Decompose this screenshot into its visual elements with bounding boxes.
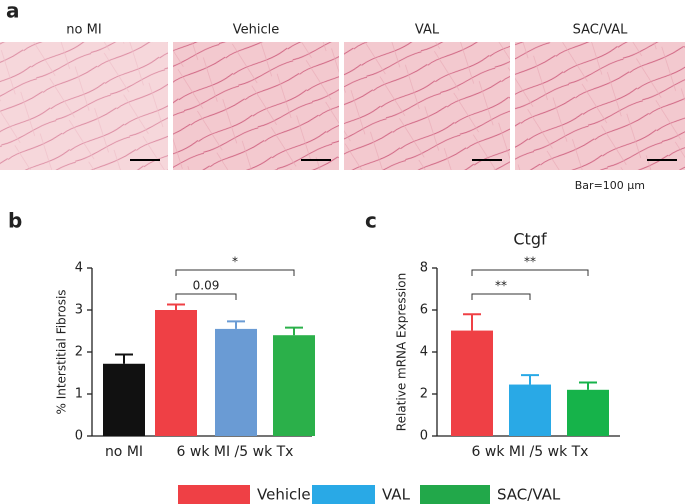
bar xyxy=(155,310,197,436)
legend-label: Vehicle xyxy=(257,486,311,504)
y-tick-label: 8 xyxy=(420,261,428,276)
bar xyxy=(567,389,609,436)
bar xyxy=(215,328,257,436)
y-tick-label: 1 xyxy=(75,387,83,402)
significance-bracket xyxy=(175,293,237,300)
significance-bracket xyxy=(175,269,295,276)
histology-image xyxy=(344,42,510,170)
bar xyxy=(103,363,145,436)
significance-bracket xyxy=(471,293,531,300)
significance-label: ** xyxy=(495,279,507,293)
y-tick-label: 6 xyxy=(420,303,428,318)
y-tick-label: 2 xyxy=(420,387,428,402)
scale-note: Bar=100 μm xyxy=(575,179,645,192)
image-label: SAC/VAL xyxy=(573,23,629,38)
histology-image xyxy=(515,42,685,170)
histology-image xyxy=(173,42,339,170)
chart-title: Ctgf xyxy=(513,230,547,249)
significance-label: 0.09 xyxy=(193,279,220,293)
bar xyxy=(509,384,551,436)
y-tick-label: 2 xyxy=(75,345,83,360)
legend-label: SAC/VAL xyxy=(497,486,561,504)
image-label: no MI xyxy=(66,23,101,38)
image-label: Vehicle xyxy=(233,23,280,38)
significance-label: ** xyxy=(524,255,536,269)
y-axis-label: Relative mRNA Expression xyxy=(395,273,409,431)
image-label: VAL xyxy=(415,23,440,38)
legend-swatch xyxy=(420,485,490,504)
y-tick-label: 0 xyxy=(75,429,83,444)
legend-swatch xyxy=(312,485,375,504)
legend-label: VAL xyxy=(382,486,411,504)
y-tick-label: 4 xyxy=(75,261,83,276)
bar xyxy=(451,330,493,436)
significance-bracket xyxy=(471,269,589,276)
histology-image xyxy=(0,42,168,170)
x-tick-label: no MI xyxy=(105,444,143,460)
y-tick-label: 0 xyxy=(420,429,428,444)
bar xyxy=(273,335,315,436)
panel-letter: b xyxy=(8,209,22,233)
group-label: 6 wk MI /5 wk Tx xyxy=(177,444,294,460)
panel-letter: a xyxy=(6,0,20,23)
y-tick-label: 4 xyxy=(420,345,428,360)
significance-label: * xyxy=(232,255,238,269)
legend-swatch xyxy=(178,485,250,504)
panel-letter: c xyxy=(365,209,377,233)
y-tick-label: 3 xyxy=(75,303,83,318)
y-axis-label: % Interstitial Fibrosis xyxy=(55,289,69,414)
group-label: 6 wk MI /5 wk Tx xyxy=(472,444,589,460)
